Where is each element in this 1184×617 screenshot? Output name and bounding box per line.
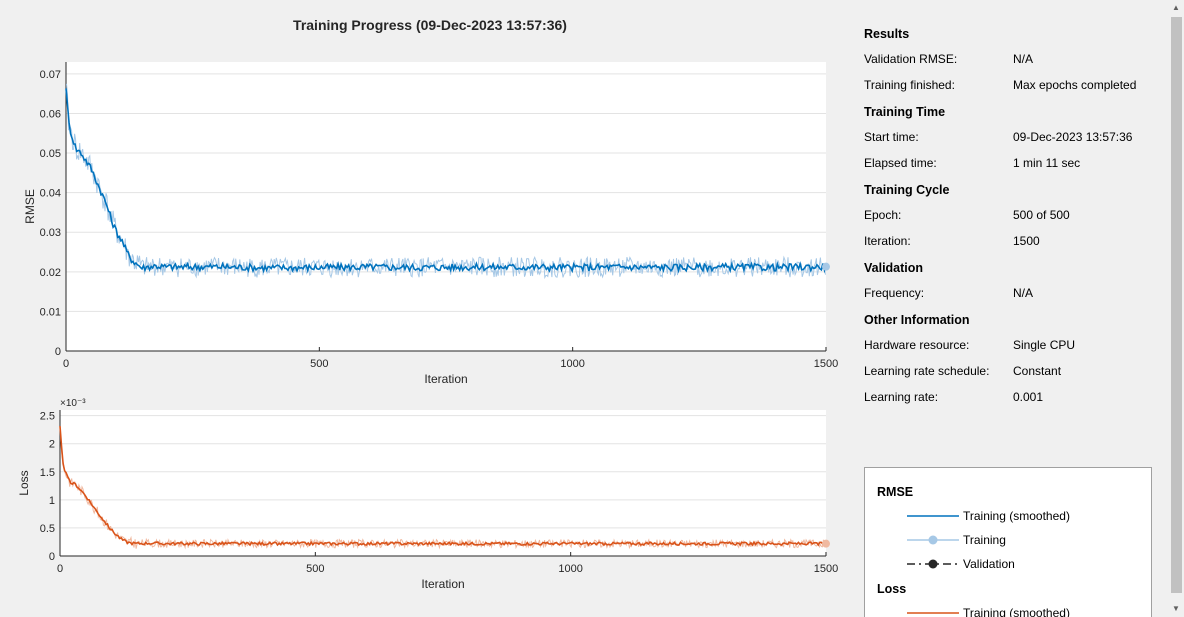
legend-label: Training (smoothed)	[963, 509, 1070, 523]
x-tick-label: 0	[57, 563, 63, 575]
x-tick-label: 0	[63, 358, 69, 370]
plot-area	[60, 410, 826, 556]
dashed-marker-swatch-icon	[907, 559, 959, 569]
info-label: Epoch:	[864, 208, 902, 222]
x-tick-label: 1500	[814, 358, 838, 370]
info-row: Training finished: Max epochs completed	[864, 74, 1164, 100]
legend-label: Validation	[963, 557, 1015, 571]
last-point-marker	[822, 262, 830, 271]
info-label: Learning rate:	[864, 390, 939, 404]
y-axis-label: RMSE	[23, 189, 37, 224]
y-tick-label: 1.5	[40, 467, 55, 479]
info-section-heading: Training Cycle	[864, 183, 950, 197]
x-tick-label: 500	[310, 358, 328, 370]
info-label: Training finished:	[864, 78, 955, 92]
legend-item-loss-smoothed: Training (smoothed)	[907, 603, 1070, 617]
y-tick-label: 2	[49, 439, 55, 451]
info-label: Elapsed time:	[864, 156, 937, 170]
y-tick-label: 2.5	[40, 411, 55, 423]
info-section-heading: Results	[864, 27, 910, 41]
y-exponent-label: ×10⁻³	[60, 398, 86, 409]
plot-area	[66, 62, 826, 351]
legend-heading-loss: Loss	[877, 582, 907, 596]
info-value: Single CPU	[1013, 338, 1076, 352]
info-value: 09-Dec-2023 13:57:36	[1013, 130, 1133, 144]
line-marker-swatch-icon	[907, 535, 959, 545]
info-value: Max epochs completed	[1013, 78, 1137, 92]
y-axis-label: Loss	[17, 470, 31, 495]
y-tick-label: 1	[49, 495, 55, 507]
legend-item-rmse-validation: Validation	[907, 554, 1015, 574]
info-label: Learning rate schedule:	[864, 364, 990, 378]
info-row: Elapsed time: 1 min 11 sec	[864, 152, 1164, 178]
legend-heading-rmse: RMSE	[877, 485, 914, 499]
info-row: Start time: 09-Dec-2023 13:57:36	[864, 126, 1164, 152]
line-swatch-icon	[907, 612, 959, 614]
y-tick-label: 0.5	[40, 523, 55, 535]
info-row: Learning rate: 0.001	[864, 386, 1164, 412]
y-tick-label: 0.02	[40, 267, 61, 279]
info-row: Learning rate schedule: Constant	[864, 360, 1164, 386]
info-row: Hardware resource: Single CPU	[864, 334, 1164, 360]
last-point-marker	[822, 539, 830, 548]
vertical-scrollbar[interactable]: ▲ ▼	[1168, 0, 1184, 617]
info-row: Validation RMSE: N/A	[864, 48, 1164, 74]
y-tick-label: 0.05	[40, 148, 61, 160]
training-info-panel: Results Validation RMSE: N/A Training finis…	[864, 22, 1164, 412]
rmse-chart: 0 0.01 0.02 0.03 0.04 0.05 0.06 0.07 0 500 1000 150…	[23, 62, 838, 386]
y-tick-label: 0.04	[40, 188, 61, 200]
info-value: 500 of 500	[1013, 208, 1070, 222]
legend-item-rmse-training: Training	[907, 530, 1006, 550]
info-row: Iteration: 1500	[864, 230, 1164, 256]
x-tick-label: 1000	[560, 358, 584, 370]
scroll-thumb[interactable]	[1171, 17, 1182, 593]
x-tick-label: 1000	[558, 563, 582, 575]
legend-item-rmse-smoothed: Training (smoothed)	[907, 506, 1070, 526]
info-section-heading: Validation	[864, 261, 924, 275]
info-label: Start time:	[864, 130, 919, 144]
y-tick-label: 0.01	[40, 306, 61, 318]
y-tick-label: 0.06	[40, 108, 61, 120]
info-row: Frequency: N/A	[864, 282, 1164, 308]
x-tick-label: 500	[306, 563, 324, 575]
line-swatch-icon	[907, 515, 959, 517]
info-value: 1500	[1013, 234, 1040, 248]
info-value: N/A	[1013, 286, 1034, 300]
info-value: 1 min 11 sec	[1013, 156, 1081, 170]
training-smoothed-line	[59, 425, 827, 547]
info-label: Validation RMSE:	[864, 52, 958, 66]
info-label: Hardware resource:	[864, 338, 970, 352]
info-section-heading: Other Information	[864, 313, 970, 327]
loss-chart: 0 0.5 1 1.5 2 2.5 0 500 1000 1500 Iteration Loss ×10…	[17, 398, 838, 591]
info-value: Constant	[1013, 364, 1062, 378]
x-tick-label: 1500	[814, 563, 838, 575]
info-value: 0.001	[1013, 390, 1044, 404]
training-smoothed-line	[65, 88, 827, 274]
y-tick-label: 0.03	[40, 227, 61, 239]
info-label: Frequency:	[864, 286, 925, 300]
y-tick-label: 0.07	[40, 69, 61, 81]
y-tick-label: 0	[55, 346, 61, 358]
info-section-heading: Training Time	[864, 105, 946, 119]
info-label: Iteration:	[864, 234, 911, 248]
y-tick-label: 0	[49, 551, 55, 563]
x-axis-label: Iteration	[421, 577, 464, 591]
info-value: N/A	[1013, 52, 1034, 66]
legend-label: Training (smoothed)	[963, 606, 1070, 617]
page-title: Training Progress (09-Dec-2023 13:57:36)	[293, 17, 567, 33]
training-raw-line	[60, 433, 826, 550]
info-row: Epoch: 500 of 500	[864, 204, 1164, 230]
scroll-up-icon[interactable]: ▲	[1172, 3, 1180, 12]
legend-box: RMSE Training (smoothed) Training Valida…	[864, 467, 1152, 617]
x-axis-label: Iteration	[424, 372, 467, 386]
scroll-down-icon[interactable]: ▼	[1172, 604, 1180, 613]
legend-label: Training	[963, 533, 1006, 547]
